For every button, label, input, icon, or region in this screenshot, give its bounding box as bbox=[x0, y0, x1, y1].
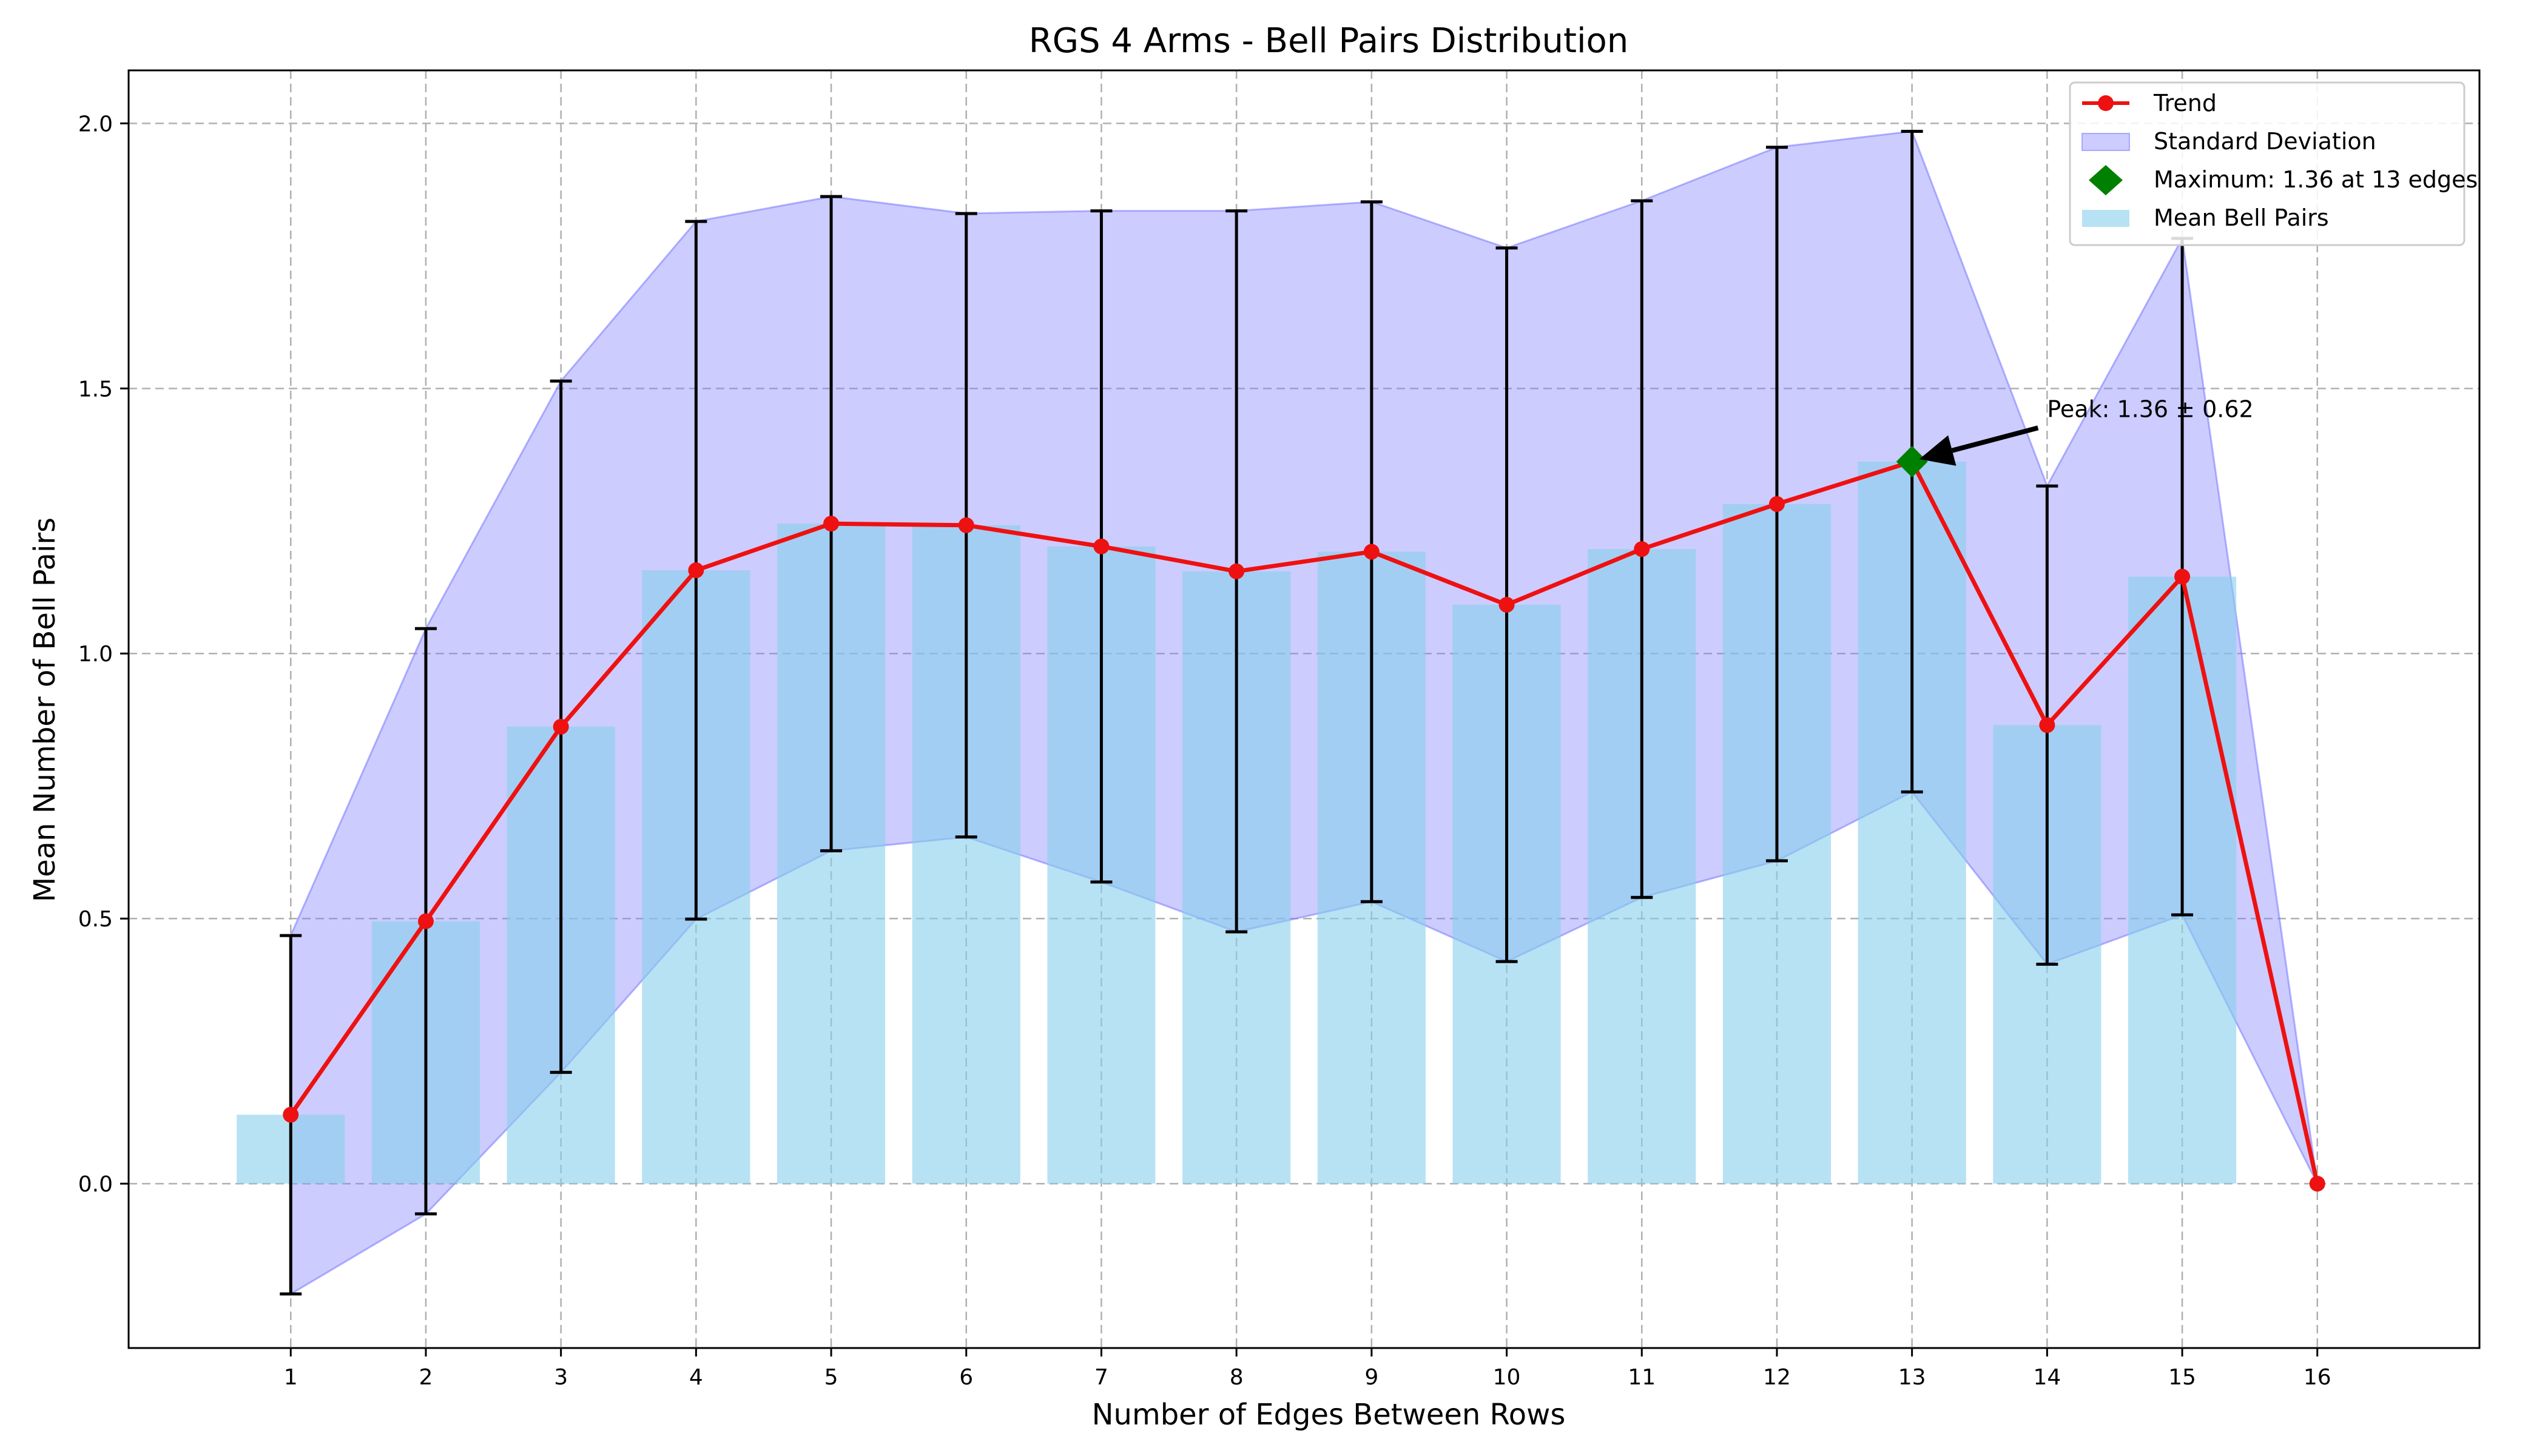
legend-maximum-swatch bbox=[2089, 165, 2123, 195]
trend-point-5 bbox=[823, 516, 840, 532]
x-axis-title: Number of Edges Between Rows bbox=[1092, 1398, 1566, 1432]
trend-point-1 bbox=[283, 1107, 299, 1123]
y-axis-ticks: 0.0 0.5 1.0 1.5 2.0 bbox=[78, 112, 129, 1197]
legend-label-trend: Trend bbox=[2153, 90, 2217, 116]
legend-label-bars: Mean Bell Pairs bbox=[2154, 204, 2329, 231]
trend-line-path bbox=[289, 459, 2320, 1184]
trend-point-16 bbox=[2309, 1176, 2325, 1192]
annotation-arrow-head bbox=[1919, 435, 1956, 466]
y-tick-label-3: 1.5 bbox=[78, 377, 113, 402]
legend-trend-marker bbox=[2098, 95, 2114, 111]
trend-point-7 bbox=[1093, 538, 1110, 554]
x-tick-label-11: 11 bbox=[1628, 1365, 1656, 1390]
x-tick-label-16: 16 bbox=[2304, 1365, 2331, 1390]
y-tick-label-1: 0.5 bbox=[78, 907, 113, 932]
maximum-marker-layer bbox=[1896, 445, 1928, 477]
x-axis-ticks: 1 2 3 4 5 6 7 8 9 10 11 12 13 14 15 16 bbox=[284, 1348, 2331, 1390]
trend-point-8 bbox=[1228, 563, 1245, 579]
trend-point-9 bbox=[1363, 544, 1380, 560]
trend-point-3 bbox=[553, 718, 569, 735]
legend-label-maximum: Maximum: 1.36 at 13 edges bbox=[2154, 166, 2478, 193]
y-axis-title: Mean Number of Bell Pairs bbox=[28, 517, 62, 902]
legend-std-swatch bbox=[2081, 133, 2130, 151]
trend-line bbox=[283, 453, 2325, 1192]
x-tick-label-6: 6 bbox=[959, 1365, 973, 1390]
y-tick-label-2: 1.0 bbox=[78, 642, 113, 667]
legend-label-std: Standard Deviation bbox=[2154, 128, 2376, 155]
peak-annotation: Peak: 1.36 ± 0.62 bbox=[1919, 396, 2254, 466]
plot-frame bbox=[127, 69, 2481, 1349]
x-tick-label-10: 10 bbox=[1493, 1365, 1521, 1390]
x-tick-label-13: 13 bbox=[1898, 1365, 1926, 1390]
x-tick-label-1: 1 bbox=[284, 1365, 298, 1390]
x-tick-label-4: 4 bbox=[689, 1365, 703, 1390]
y-tick-label-0: 0.0 bbox=[78, 1172, 113, 1197]
y-tick-label-4: 2.0 bbox=[78, 112, 113, 136]
trend-point-14 bbox=[2039, 717, 2055, 733]
x-tick-label-9: 9 bbox=[1364, 1365, 1378, 1390]
trend-point-2 bbox=[417, 913, 434, 929]
annotation-arrow-shaft bbox=[1951, 425, 2039, 453]
trend-point-15 bbox=[2174, 568, 2191, 585]
x-tick-label-15: 15 bbox=[2168, 1365, 2196, 1390]
x-tick-label-5: 5 bbox=[824, 1365, 838, 1390]
trend-point-12 bbox=[1768, 496, 1785, 512]
legend: Trend Standard Deviation Maximum: 1.36 a… bbox=[2069, 81, 2478, 246]
annotation-text: Peak: 1.36 ± 0.62 bbox=[2047, 396, 2253, 422]
legend-frame bbox=[2069, 81, 2465, 246]
x-tick-label-3: 3 bbox=[554, 1365, 568, 1390]
legend-bar-swatch bbox=[2082, 210, 2129, 227]
x-tick-label-7: 7 bbox=[1094, 1365, 1108, 1390]
x-tick-label-14: 14 bbox=[2033, 1365, 2061, 1390]
trend-point-11 bbox=[1634, 541, 1650, 558]
chart-title: RGS 4 Arms - Bell Pairs Distribution bbox=[1029, 21, 1629, 61]
maximum-marker bbox=[1896, 445, 1928, 477]
x-tick-label-2: 2 bbox=[419, 1365, 433, 1390]
trend-point-6 bbox=[958, 517, 974, 533]
trend-point-10 bbox=[1498, 596, 1515, 613]
x-tick-label-8: 8 bbox=[1230, 1365, 1244, 1390]
x-tick-label-12: 12 bbox=[1763, 1365, 1791, 1390]
trend-point-4 bbox=[688, 562, 704, 579]
